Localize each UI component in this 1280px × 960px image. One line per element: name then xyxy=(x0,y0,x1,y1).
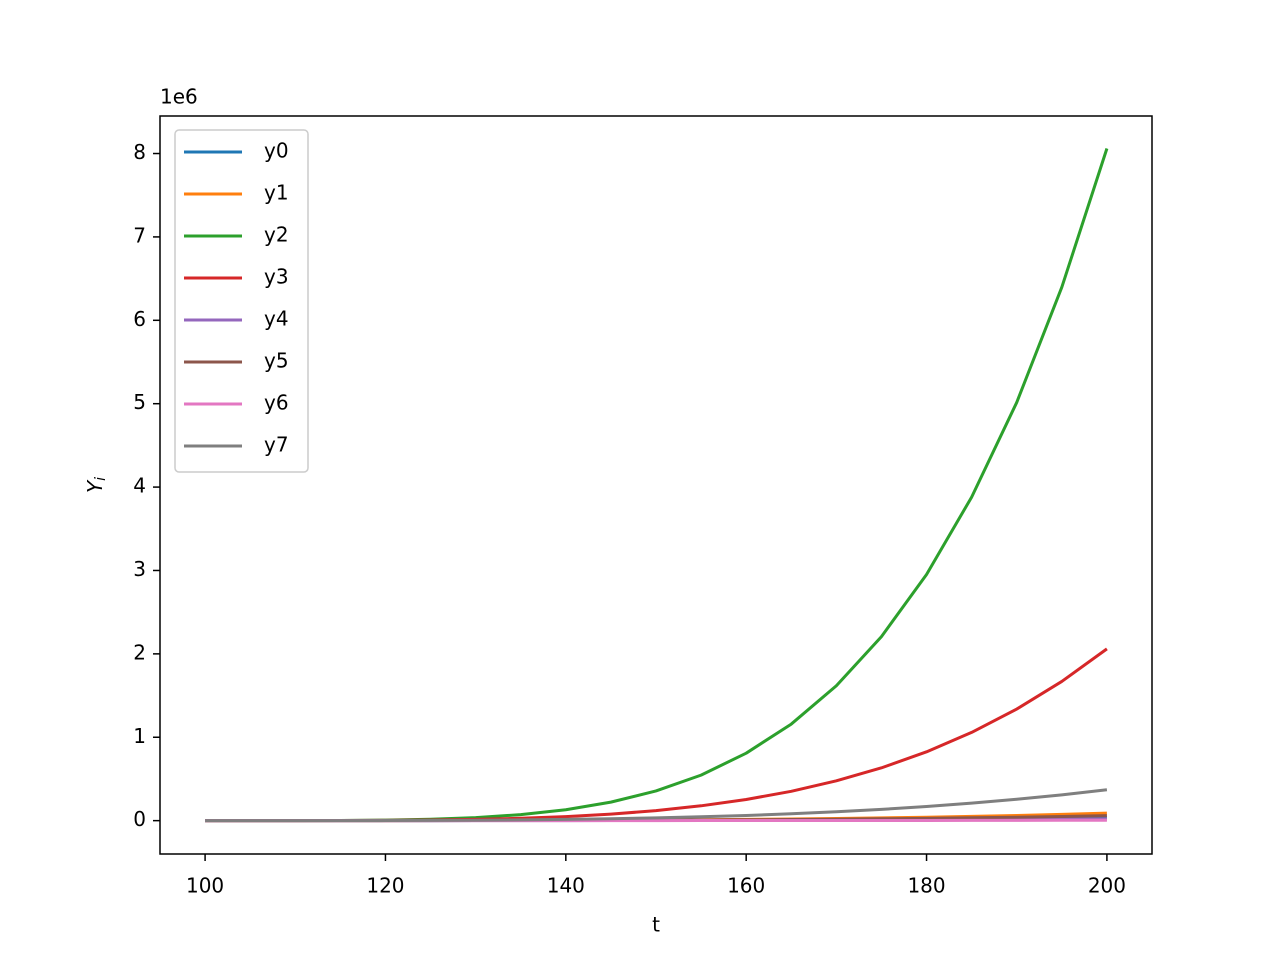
y-tick-label: 8 xyxy=(133,140,146,164)
x-axis-label: t xyxy=(652,913,660,937)
legend-label: y5 xyxy=(264,349,289,373)
legend-label: y0 xyxy=(264,139,289,163)
x-tick-label: 180 xyxy=(907,874,945,898)
line xyxy=(205,788,1108,823)
x-tick-label: 120 xyxy=(366,874,404,898)
legend-label: y1 xyxy=(264,181,289,205)
y-tick-label: 2 xyxy=(133,640,146,664)
legend-label: y4 xyxy=(264,307,289,331)
y-offset-label: 1e6 xyxy=(160,85,198,109)
legend-label: y3 xyxy=(264,265,289,289)
legend-label: y7 xyxy=(264,433,289,457)
plot-lines xyxy=(205,148,1109,823)
y-axis-label: Yi xyxy=(83,477,110,493)
x-tick-label: 140 xyxy=(547,874,585,898)
x-tick-label: 100 xyxy=(186,874,224,898)
y-tick-label: 6 xyxy=(133,307,146,331)
y-tick-label: 0 xyxy=(133,807,146,831)
legend-label: y6 xyxy=(264,391,289,415)
plot-frame xyxy=(159,115,1153,855)
y-tick-label: 3 xyxy=(133,557,146,581)
legend-label: y2 xyxy=(264,223,289,247)
legend-box xyxy=(174,129,309,473)
y-tick-label: 5 xyxy=(133,390,146,414)
y-tick-label: 4 xyxy=(133,474,146,498)
y-tick-label: 7 xyxy=(133,223,146,247)
x-tick-label: 200 xyxy=(1088,874,1126,898)
x-tick-label: 160 xyxy=(727,874,765,898)
y-tick-label: 1 xyxy=(133,724,146,748)
